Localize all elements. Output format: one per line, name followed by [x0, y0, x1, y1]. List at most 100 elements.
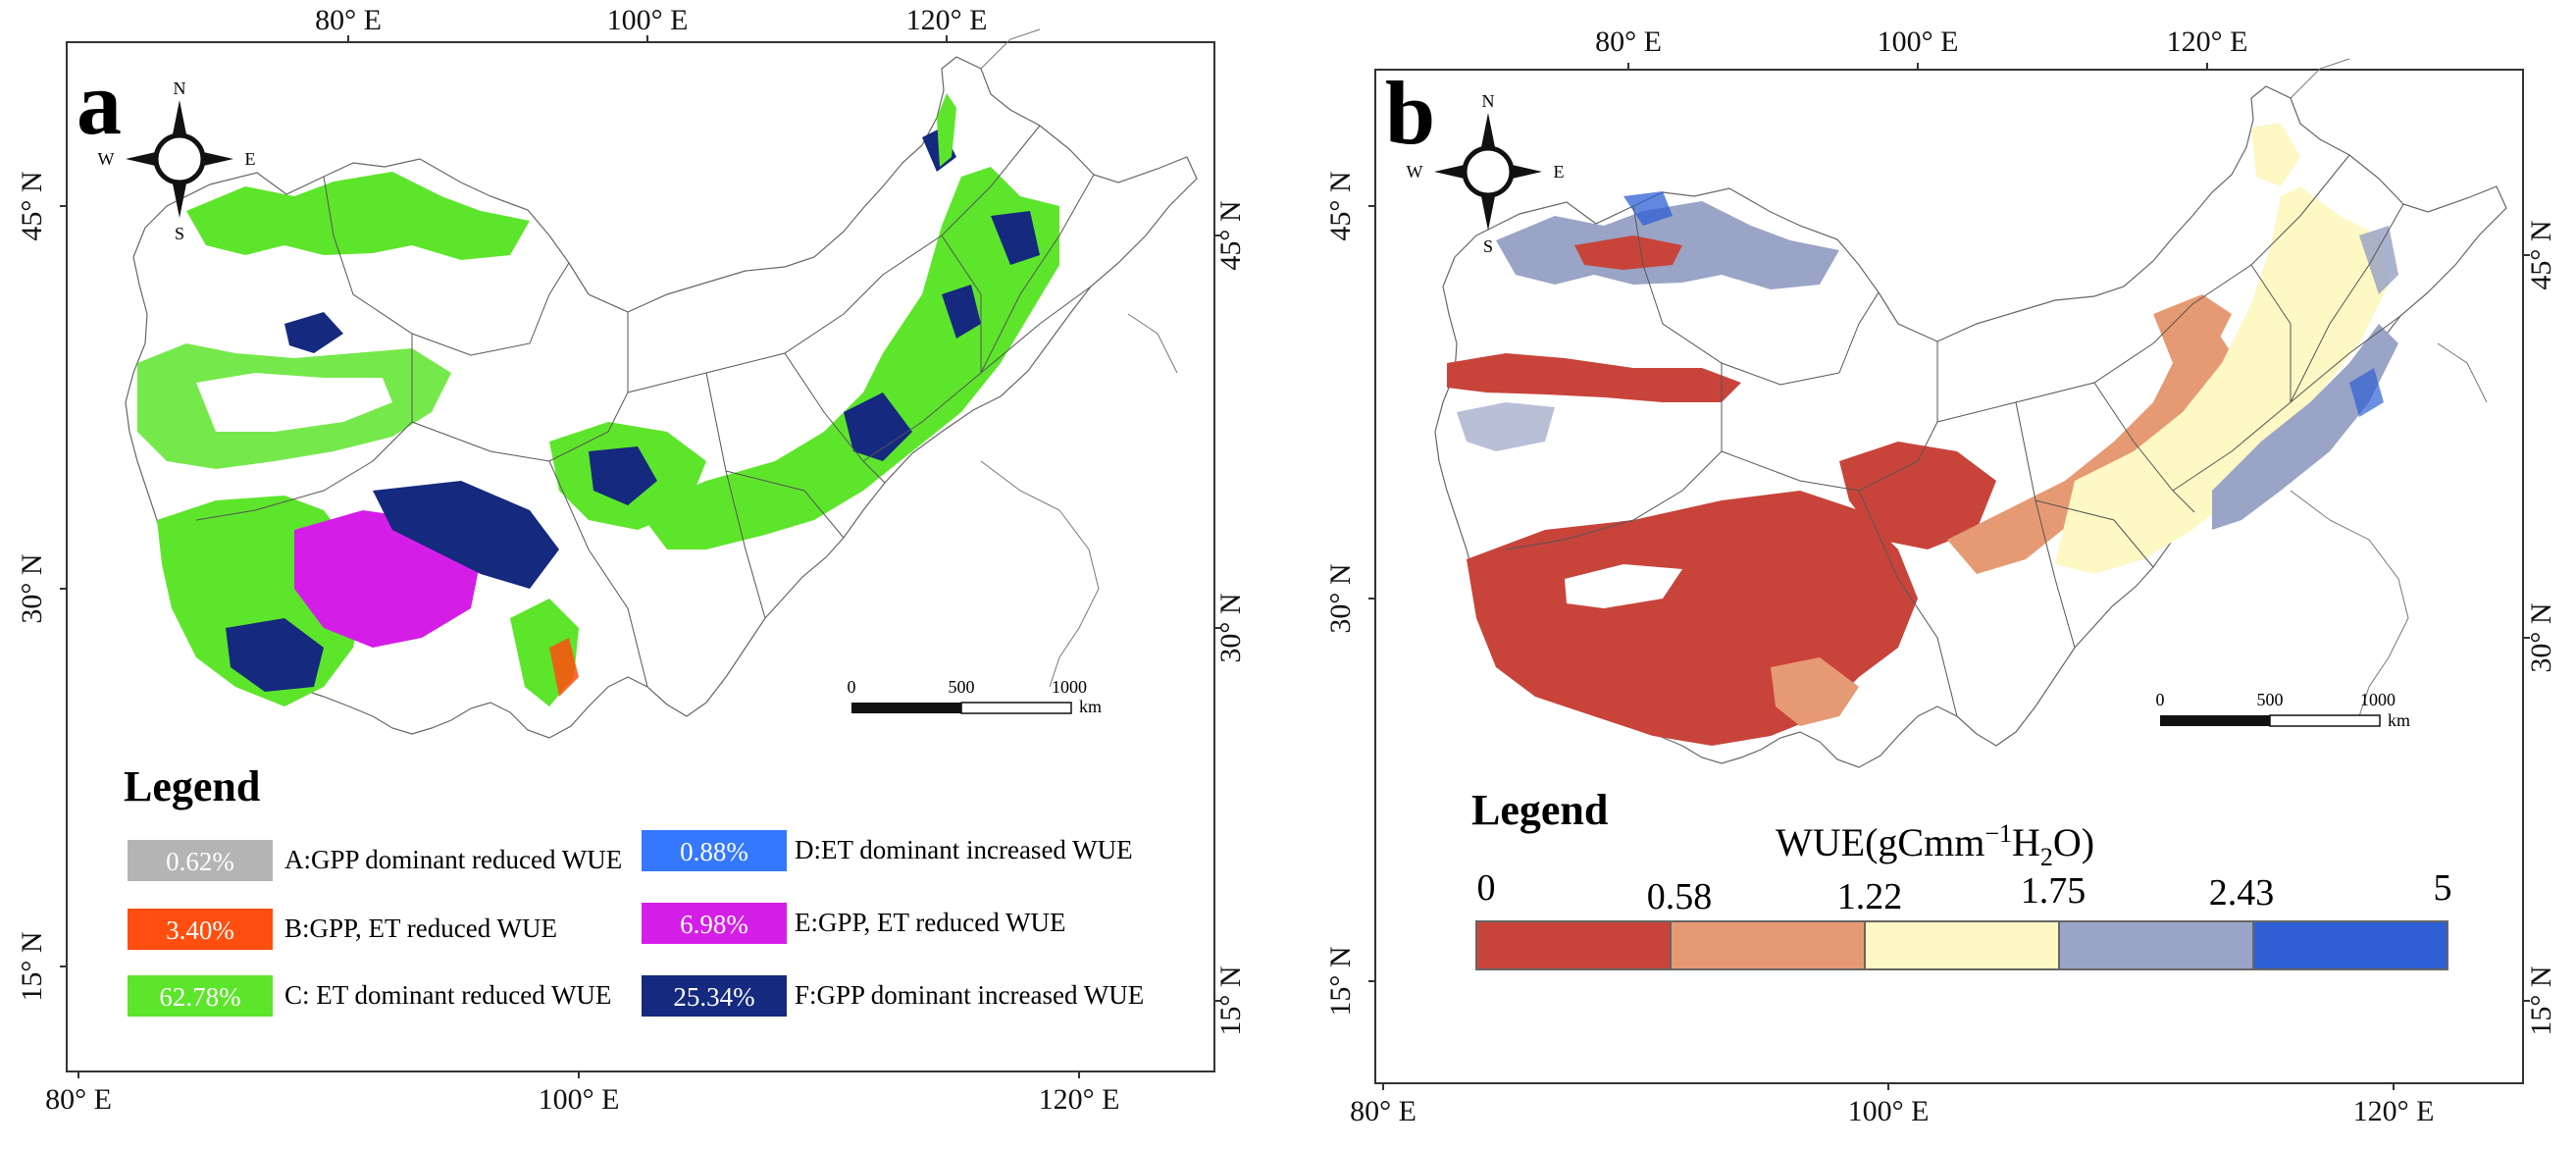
colorbar-tick: 2.43 [2209, 872, 2275, 914]
legend-label-e: E:GPP, ET reduced WUE [795, 908, 1065, 937]
panel-a-compass-w: W [98, 149, 115, 169]
panel-b-right-tick: 15° N [2525, 966, 2557, 1035]
legend-swatch-b [128, 909, 273, 950]
legend-label-d: D:ET dominant increased WUE [795, 835, 1133, 864]
panel-b-top-tick: 100° E [1878, 26, 1959, 58]
colorbar-segment-3 [2058, 920, 2254, 970]
panel-a-compass-n: N [174, 78, 186, 98]
panel-b: 80° E 100° E 120° E 80° E 100° E 120° E … [1324, 26, 2557, 1127]
panel-a: 80° E 100° E 120° E 80° E 100° E 120° E … [16, 4, 1247, 1116]
map-patch-f [284, 312, 343, 353]
panel-a-top-tick: 80° E [315, 4, 382, 36]
panel-b-top-tick: 120° E [2167, 26, 2248, 58]
panel-b-compass-w: W [1407, 162, 1423, 182]
colorbar-segment-2 [1864, 920, 2060, 970]
panel-a-left-tick: 15° N [16, 931, 48, 1001]
panel-b-bottom-tick: 120° E [2353, 1095, 2435, 1127]
map-patch-white [196, 373, 392, 432]
map-patch-wue2 [2251, 123, 2300, 186]
legend-swatch-e [642, 903, 787, 944]
panel-b-left-tick: 15° N [1324, 946, 1357, 1016]
map-patch-wue0 [1574, 235, 1682, 270]
panel-a-scale-zero: 0 [848, 677, 856, 697]
panel-b-compass-e: E [1554, 162, 1565, 182]
panel-b-compass-icon: N S W E [1407, 91, 1565, 256]
map-patch-wue3 [2359, 226, 2398, 294]
map-patch-b [549, 638, 579, 697]
legend-percent-d: 0.88% [680, 837, 748, 866]
map-patch-f [589, 446, 657, 505]
panel-b-bottom-tick: 100° E [1848, 1095, 1930, 1127]
map-patch-wue0 [1839, 442, 1996, 549]
map-patch-f [373, 481, 559, 589]
panel-a-left-tick: 45° N [16, 171, 48, 240]
map-patch-wue1 [1771, 657, 1859, 726]
panel-b-bottom-tick: 80° E [1350, 1095, 1417, 1127]
map-patch-white [1565, 564, 1682, 608]
map-patch-c [937, 93, 956, 167]
legend-percent-e: 6.98% [680, 910, 748, 939]
legend-swatch-c [128, 975, 273, 1017]
panel-a-bottom-tick: 100° E [539, 1083, 620, 1116]
colorbar-tick: 0.58 [1647, 876, 1713, 917]
panel-a-top-tick: 100° E [607, 4, 689, 36]
map-patch-wue3 [1457, 402, 1555, 451]
panel-a-scale-end: 1000 [1052, 677, 1087, 697]
panel-a-compass-s: S [175, 224, 184, 243]
colorbar-tick: 5 [2434, 867, 2452, 909]
map-patch-c [638, 167, 1059, 549]
panel-a-scale-unit: km [1079, 697, 1102, 716]
map-patch-c [186, 172, 530, 260]
map-patch-wue4 [1623, 191, 1673, 226]
panel-b-axis-labels: 80° E 100° E 120° E 80° E 100° E 120° E … [1324, 26, 2557, 1127]
panel-b-compass-s: S [1483, 236, 1493, 256]
panel-b-label: b [1385, 63, 1435, 163]
legend-percent-c: 62.78% [159, 982, 240, 1012]
legend-label-f: F:GPP dominant increased WUE [795, 980, 1144, 1010]
panel-b-top-tick: 80° E [1595, 26, 1662, 58]
map-patch-f [991, 211, 1040, 265]
panel-b-scale-zero: 0 [2156, 690, 2165, 709]
colorbar-segment-4 [2252, 920, 2448, 970]
panel-a-legend: Legend 0.62% A:GPP dominant reduced WUE … [124, 762, 1144, 1017]
colorbar-tick: 1.75 [2021, 870, 2087, 912]
map-patch-wue1 [2153, 294, 2232, 363]
panel-a-scale-bar: 0 500 1000 km [848, 677, 1103, 716]
map-patch-wue1 [1947, 324, 2232, 574]
map-patch-wue3 [2212, 324, 2398, 530]
map-patch-wue4 [2349, 368, 2384, 417]
legend-percent-a: 0.62% [166, 847, 234, 876]
panel-a-map [125, 28, 1198, 739]
panel-a-top-tick: 120° E [906, 4, 988, 36]
panel-a-axis-labels: 80° E 100° E 120° E 80° E 100° E 120° E … [16, 4, 1247, 1116]
legend-swatch-f [642, 975, 787, 1017]
panel-a-bottom-tick: 120° E [1039, 1083, 1120, 1116]
panel-a-scale-mid: 500 [949, 677, 975, 697]
legend-percent-f: 25.34% [673, 982, 754, 1012]
panel-b-legend-title: Legend [1471, 786, 1608, 834]
colorbar-tick: 0 [1477, 867, 1496, 909]
map-patch-wue2 [2055, 186, 2389, 574]
panel-b-right-tick: 45° N [2525, 220, 2557, 289]
panel-a-compass-e: E [245, 149, 256, 169]
legend-swatch-a [128, 840, 273, 881]
panel-b-legend: Legend WUE(gCmm−1H2O) 0 0.58 1.22 1.75 2… [1471, 786, 2452, 970]
panel-a-right-tick: 45° N [1214, 200, 1247, 270]
panel-b-scale-end: 1000 [2360, 690, 2396, 709]
colorbar-tick: 1.22 [1837, 876, 1903, 917]
panel-a-legend-title: Legend [124, 762, 260, 810]
map-patch-f [226, 618, 324, 692]
legend-label-b: B:GPP, ET reduced WUE [284, 914, 557, 943]
legend-label-a: A:GPP dominant reduced WUE [284, 845, 622, 874]
panel-b-left-tick: 30° N [1324, 563, 1357, 633]
panel-b-compass-n: N [1482, 91, 1495, 111]
map-patch-f [844, 392, 912, 461]
colorbar-segment-1 [1670, 920, 1866, 970]
panel-a-left-tick: 30° N [16, 553, 48, 623]
panel-b-left-tick: 45° N [1324, 171, 1357, 240]
panel-b-scale-bar: 0 500 1000 km [2156, 690, 2411, 730]
panel-a-bottom-tick: 80° E [45, 1083, 112, 1116]
panel-a-right-tick: 30° N [1214, 593, 1247, 662]
legend-label-c: C: ET dominant reduced WUE [284, 980, 611, 1010]
map-patch-f [942, 285, 981, 339]
